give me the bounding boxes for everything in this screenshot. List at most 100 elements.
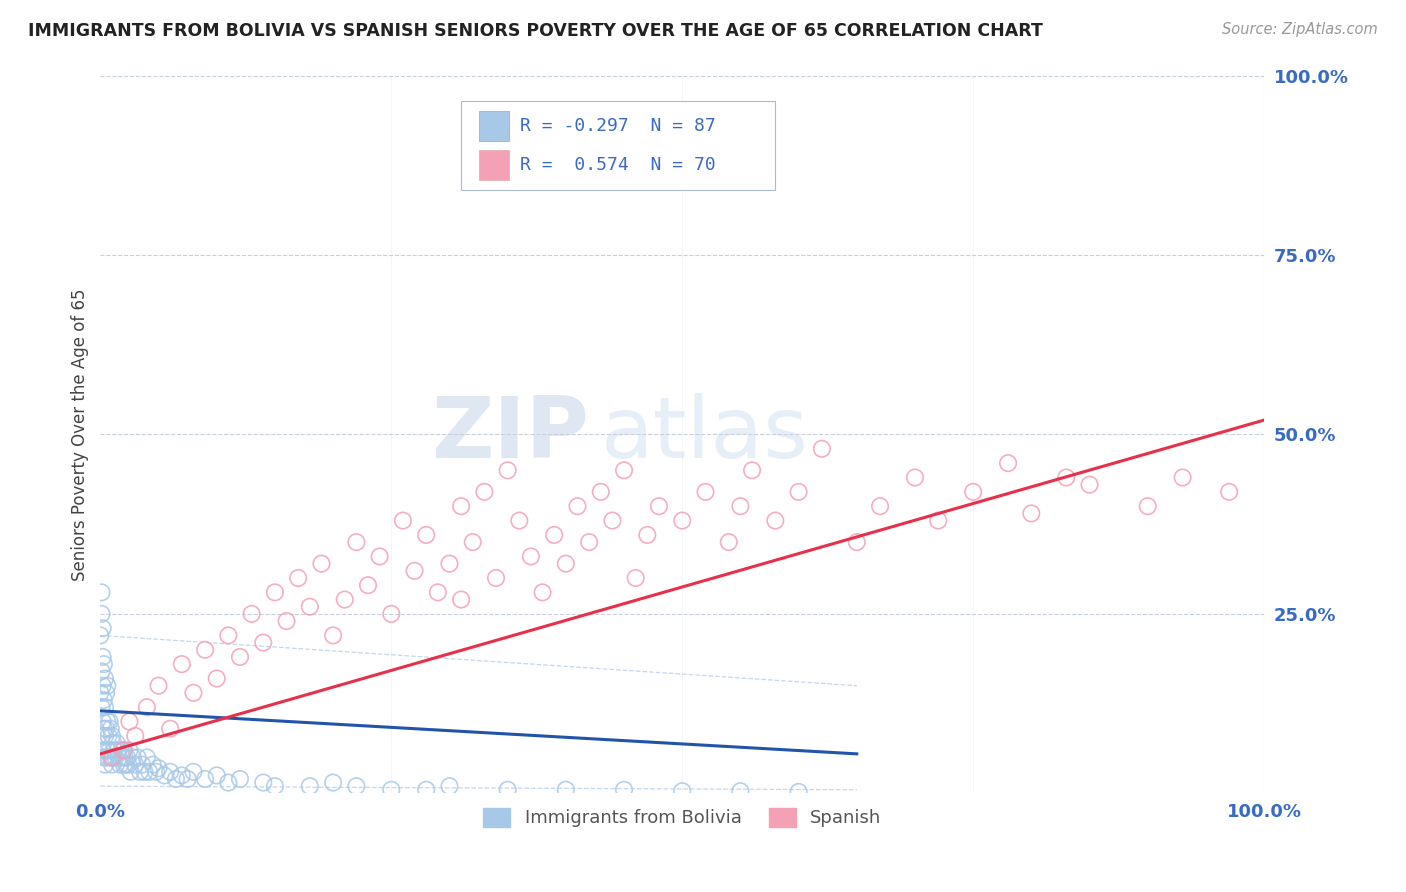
Point bbox=[450, 500, 472, 514]
Point bbox=[567, 500, 589, 514]
Point bbox=[183, 686, 205, 700]
Point bbox=[415, 782, 437, 797]
Point bbox=[103, 743, 125, 757]
Point bbox=[124, 757, 146, 772]
Point bbox=[439, 557, 461, 571]
Text: atlas: atlas bbox=[600, 393, 808, 476]
Point bbox=[298, 599, 321, 614]
Point bbox=[110, 743, 132, 757]
Point bbox=[94, 700, 117, 714]
Text: Source: ZipAtlas.com: Source: ZipAtlas.com bbox=[1222, 22, 1378, 37]
Point bbox=[89, 628, 111, 642]
Point bbox=[142, 757, 165, 772]
Point bbox=[98, 743, 121, 757]
Point bbox=[89, 686, 111, 700]
Point bbox=[1218, 484, 1240, 499]
Point bbox=[252, 635, 274, 649]
Point bbox=[368, 549, 391, 564]
Point bbox=[165, 772, 187, 786]
Point bbox=[496, 463, 519, 477]
Point bbox=[380, 607, 402, 621]
Point bbox=[357, 578, 380, 592]
Point bbox=[97, 750, 120, 764]
Point bbox=[613, 782, 636, 797]
Point bbox=[730, 784, 752, 798]
Point bbox=[94, 757, 117, 772]
Point bbox=[589, 484, 612, 499]
Point bbox=[118, 743, 141, 757]
FancyBboxPatch shape bbox=[478, 111, 509, 141]
Y-axis label: Seniors Poverty Over the Age of 65: Seniors Poverty Over the Age of 65 bbox=[72, 288, 89, 581]
Point bbox=[741, 463, 763, 477]
Point bbox=[90, 700, 112, 714]
Point bbox=[124, 729, 146, 743]
Point bbox=[624, 571, 647, 585]
Point bbox=[240, 607, 263, 621]
Point bbox=[101, 729, 124, 743]
Point bbox=[962, 484, 984, 499]
Point bbox=[613, 463, 636, 477]
Text: R = -0.297  N = 87: R = -0.297 N = 87 bbox=[520, 117, 716, 135]
Point bbox=[90, 585, 112, 599]
Point bbox=[333, 592, 356, 607]
Point bbox=[97, 729, 120, 743]
Point bbox=[904, 470, 927, 484]
Point bbox=[93, 693, 115, 707]
Point bbox=[93, 722, 115, 736]
Point bbox=[118, 714, 141, 729]
Point bbox=[96, 743, 118, 757]
Point bbox=[91, 743, 114, 757]
Point bbox=[671, 784, 693, 798]
Point bbox=[112, 757, 135, 772]
Point bbox=[104, 750, 127, 764]
Point bbox=[91, 650, 114, 665]
Point bbox=[96, 679, 118, 693]
Point bbox=[105, 736, 128, 750]
Point bbox=[811, 442, 834, 456]
Point bbox=[485, 571, 508, 585]
Point bbox=[134, 764, 156, 779]
Point bbox=[115, 750, 138, 764]
Point bbox=[311, 557, 333, 571]
Point bbox=[508, 514, 530, 528]
Point bbox=[90, 607, 112, 621]
FancyBboxPatch shape bbox=[461, 101, 775, 190]
Point bbox=[93, 750, 115, 764]
Point bbox=[96, 686, 118, 700]
Point bbox=[380, 782, 402, 797]
Point bbox=[217, 628, 239, 642]
Point bbox=[252, 775, 274, 789]
Point bbox=[131, 757, 153, 772]
Point bbox=[205, 768, 228, 782]
Point bbox=[787, 484, 810, 499]
Point bbox=[93, 657, 115, 672]
Point bbox=[101, 757, 124, 772]
Point bbox=[730, 500, 752, 514]
Point bbox=[997, 456, 1019, 470]
Point bbox=[671, 514, 693, 528]
FancyBboxPatch shape bbox=[478, 150, 509, 180]
Point bbox=[96, 714, 118, 729]
Point bbox=[135, 750, 157, 764]
Point bbox=[531, 585, 554, 599]
Point bbox=[108, 757, 131, 772]
Point bbox=[98, 714, 121, 729]
Point bbox=[322, 775, 344, 789]
Point bbox=[392, 514, 415, 528]
Point bbox=[763, 514, 786, 528]
Text: IMMIGRANTS FROM BOLIVIA VS SPANISH SENIORS POVERTY OVER THE AGE OF 65 CORRELATIO: IMMIGRANTS FROM BOLIVIA VS SPANISH SENIO… bbox=[28, 22, 1043, 40]
Point bbox=[101, 750, 124, 764]
Point bbox=[474, 484, 496, 499]
Text: ZIP: ZIP bbox=[432, 393, 589, 476]
Point bbox=[264, 585, 287, 599]
Point bbox=[127, 750, 149, 764]
Point bbox=[927, 514, 949, 528]
Point bbox=[94, 672, 117, 686]
Point bbox=[111, 750, 134, 764]
Point bbox=[90, 665, 112, 679]
Point bbox=[135, 700, 157, 714]
Point bbox=[170, 657, 193, 672]
Point bbox=[138, 764, 160, 779]
Point bbox=[1078, 477, 1101, 491]
Point bbox=[787, 785, 810, 799]
